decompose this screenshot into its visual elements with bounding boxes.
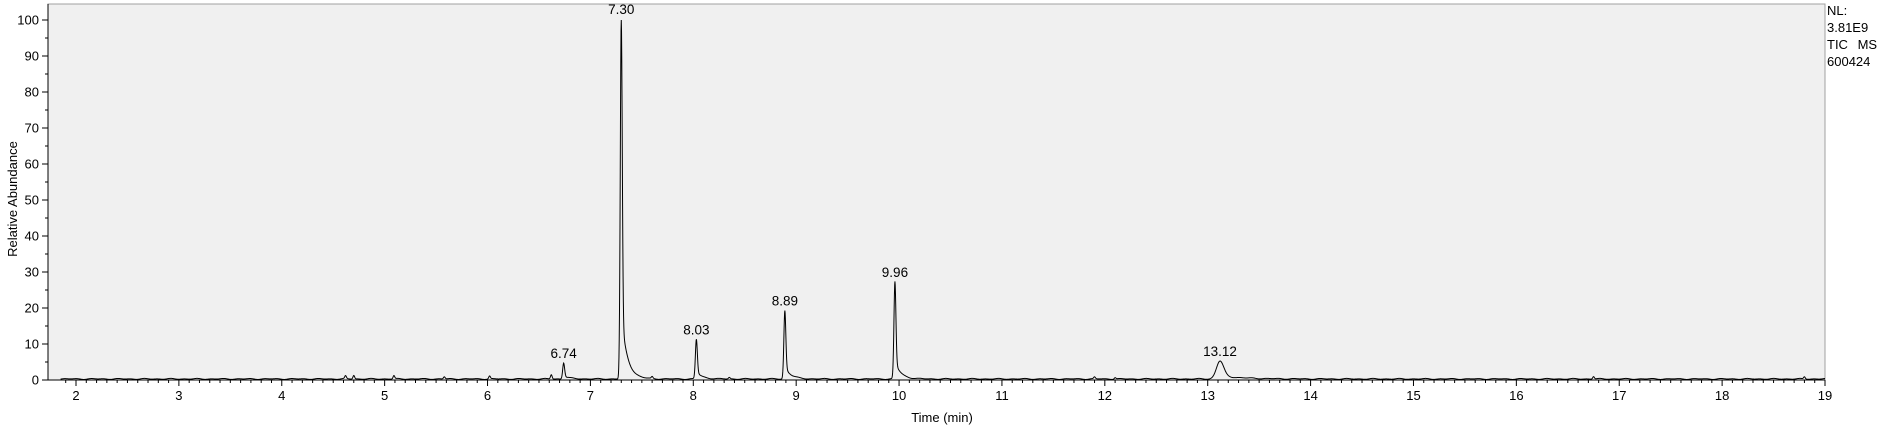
- normalization-info: NL: 3.81E9 TIC MS 600424: [1827, 2, 1879, 70]
- x-tick-label: 7: [587, 388, 594, 403]
- x-axis: 2 3 4 5 6 7 8 9 10 11 12 13 14 15 16 17 18 19: [48, 379, 1832, 403]
- scan-filter: TIC MS: [1827, 36, 1879, 53]
- x-tick-label: 8: [690, 388, 697, 403]
- y-tick-label: 50: [25, 193, 39, 208]
- peak-label: 13.12: [1203, 344, 1237, 359]
- x-tick-label: 6: [484, 388, 491, 403]
- y-axis: 0 10 20 30 40 50 60 70 80 90 100: [17, 4, 49, 388]
- scan-mode: MS: [1857, 37, 1878, 52]
- x-tick-label: 17: [1612, 388, 1626, 403]
- peak-label: 7.30: [608, 2, 634, 17]
- y-tick-label: 40: [25, 229, 39, 244]
- y-tick-label: 30: [25, 265, 39, 280]
- x-tick-label: 12: [1098, 388, 1112, 403]
- y-axis-title: Relative Abundance: [5, 141, 20, 257]
- x-tick-label: 14: [1303, 388, 1317, 403]
- y-tick-label: 20: [25, 301, 39, 316]
- y-tick-label: 0: [32, 373, 39, 388]
- x-tick-label: 10: [892, 388, 906, 403]
- sample-name: 600424: [1827, 54, 1871, 69]
- y-tick-label: 10: [25, 337, 39, 352]
- x-tick-label: 4: [278, 388, 285, 403]
- peak-label: 9.96: [882, 265, 908, 280]
- x-tick-label: 16: [1509, 388, 1523, 403]
- x-tick-label: 2: [72, 388, 79, 403]
- peak-label: 8.89: [772, 294, 798, 309]
- y-tick-label: 70: [25, 121, 39, 136]
- y-tick-label: 100: [17, 13, 39, 28]
- peak-labels: 6.74 7.30 8.03 8.89 9.96 13.12: [551, 2, 1237, 361]
- y-tick-label: 60: [25, 157, 39, 172]
- nl-label: NL:: [1827, 3, 1848, 18]
- y-tick-label: 80: [25, 85, 39, 100]
- tic-trace-line: [60, 19, 1826, 380]
- x-tick-label: 9: [793, 388, 800, 403]
- x-axis-title: Time (min): [911, 410, 973, 425]
- x-tick-label: 11: [995, 388, 1009, 403]
- peak-label: 8.03: [683, 322, 709, 337]
- peak-label: 6.74: [551, 346, 578, 361]
- x-tick-label: 3: [175, 388, 182, 403]
- y-tick-label: 90: [25, 49, 39, 64]
- x-tick-label: 5: [381, 388, 388, 403]
- x-tick-label: 19: [1818, 388, 1832, 403]
- x-tick-label: 13: [1200, 388, 1214, 403]
- plot-area: [47, 3, 1826, 381]
- x-tick-label: 15: [1406, 388, 1420, 403]
- scan-type: TIC: [1827, 37, 1848, 52]
- x-tick-label: 18: [1715, 388, 1729, 403]
- nl-value: 3.81E9: [1827, 20, 1869, 35]
